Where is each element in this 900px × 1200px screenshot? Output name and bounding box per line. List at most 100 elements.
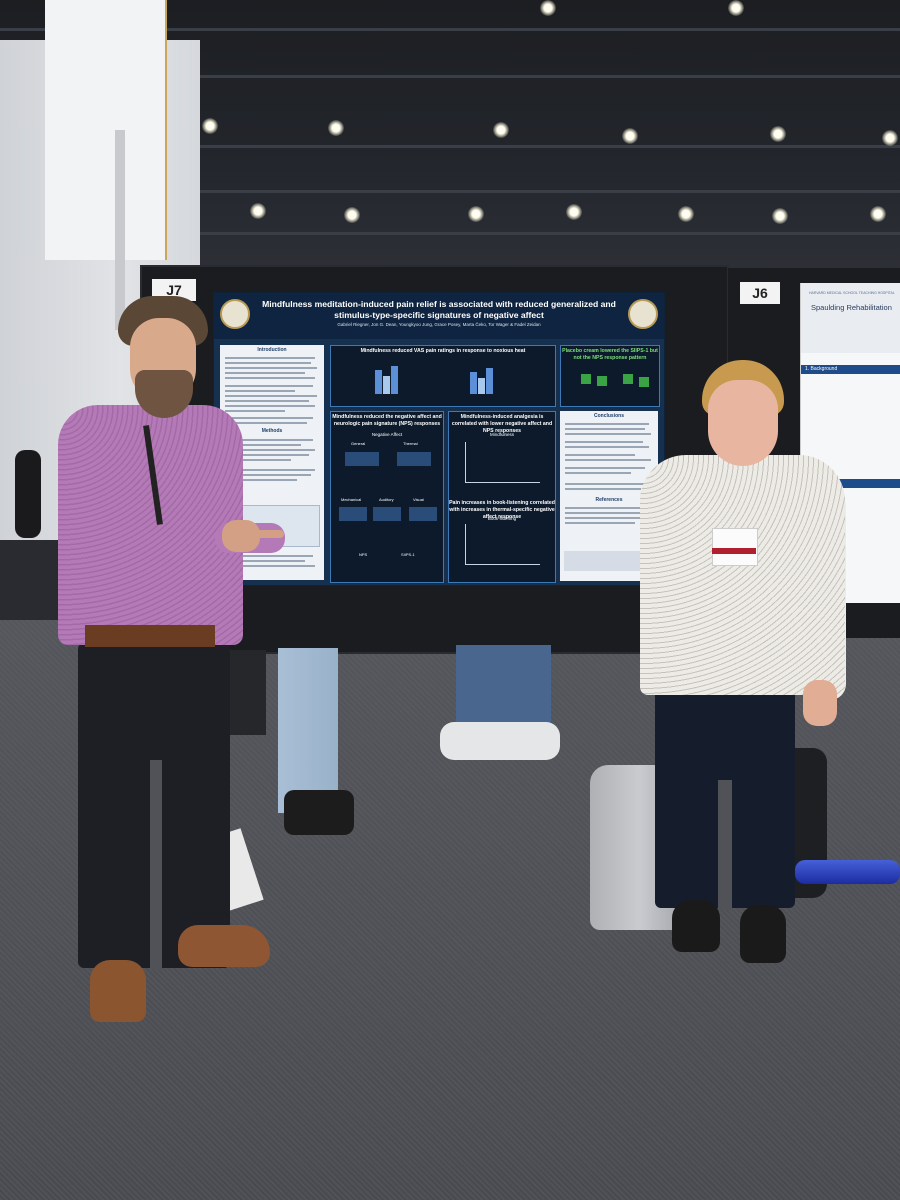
visitor-sneakers — [440, 722, 560, 760]
mini-chart — [373, 507, 401, 521]
chart-bar — [383, 376, 390, 394]
university-seal-icon — [220, 299, 250, 329]
text-line — [225, 367, 317, 369]
text-line — [565, 467, 645, 469]
mini-chart — [345, 452, 379, 466]
text-line — [565, 459, 651, 461]
text-line — [565, 428, 645, 430]
presenter-right-shirt — [640, 455, 845, 695]
badge-stripe — [712, 548, 756, 554]
text-line — [565, 441, 643, 443]
section-heading: Conclusions — [593, 413, 624, 419]
panel-heading: Mindfulness reduced VAS pain ratings in … — [360, 348, 526, 354]
text-line — [225, 400, 309, 402]
board-label: J6 — [740, 282, 780, 304]
subpanel-label: Thermal — [403, 441, 418, 446]
mini-chart — [397, 452, 431, 466]
section-heading: Introduction — [257, 347, 287, 353]
visitor-legs — [456, 645, 551, 725]
section-heading: References — [595, 497, 623, 503]
poster-tube — [795, 860, 900, 884]
text-line — [225, 410, 285, 412]
results-panel-correlation: Mindfulness-induced analgesia is correla… — [448, 411, 556, 583]
ceiling-light — [770, 126, 786, 142]
text-line — [565, 483, 649, 485]
distant-person — [15, 450, 41, 538]
subpanel-label: Auditory — [379, 497, 394, 502]
poster-title: Mindfulness meditation-induced pain reli… — [262, 299, 616, 320]
panel-heading: Mindfulness-induced analgesia is correla… — [451, 414, 553, 434]
ceiling-light — [566, 204, 582, 220]
leg-gap — [718, 780, 732, 910]
subpanel-label: General — [351, 441, 366, 446]
chart-bar — [478, 378, 485, 394]
brown-shoe — [178, 925, 270, 967]
bar-group — [466, 364, 502, 394]
university-seal-icon — [628, 299, 658, 329]
mini-chart — [409, 507, 437, 521]
text-line — [565, 488, 641, 490]
section-heading: 1. Background — [801, 365, 900, 374]
ceiling-light — [540, 0, 556, 16]
text-line — [225, 474, 311, 476]
panel-heading: Mindfulness reduced the negative affect … — [332, 414, 442, 427]
text-line — [225, 417, 313, 419]
hand — [222, 520, 260, 552]
ceiling-light — [622, 128, 638, 144]
subpanel-label: NPS — [359, 552, 368, 557]
scatter-plot — [465, 524, 540, 565]
text-line — [565, 517, 647, 519]
ceiling-light — [344, 207, 360, 223]
ceiling-beam — [0, 232, 900, 235]
text-line — [225, 565, 315, 567]
funding-logos — [564, 551, 654, 571]
leg-gap — [150, 760, 162, 970]
text-line — [565, 522, 635, 524]
poster-header: HARVARD MEDICAL SCHOOL TEACHING HOSPITAL… — [801, 283, 900, 353]
pointing-finger — [254, 530, 284, 538]
text-line — [225, 377, 315, 379]
black-shoe — [672, 900, 720, 952]
black-shoe — [740, 905, 786, 963]
scatter-plot — [465, 442, 540, 483]
chart-box — [623, 374, 633, 384]
subpanel-label: Book-listening — [487, 516, 517, 521]
results-panel-negative-affect: Mindfulness reduced the negative affect … — [330, 411, 444, 583]
text-line — [565, 446, 649, 448]
institution-label: HARVARD MEDICAL SCHOOL TEACHING HOSPITAL — [809, 291, 895, 295]
subpanel-label: Visual — [413, 497, 424, 502]
panel-heading: Pain increases in book-listening correla… — [449, 500, 555, 520]
bar-group — [371, 364, 407, 394]
subpanel-label: Mechanical — [341, 497, 362, 502]
ceiling-light — [468, 206, 484, 222]
text-line — [225, 362, 311, 364]
text-line — [565, 512, 643, 514]
text-line — [225, 357, 315, 359]
ceiling-light — [882, 130, 898, 146]
face — [708, 380, 778, 466]
display-stand-pole — [115, 130, 125, 330]
visitor-legs — [226, 650, 266, 735]
subpanel-label: Negative Affect — [371, 432, 403, 437]
results-panel-vas: Mindfulness reduced VAS pain ratings in … — [330, 345, 556, 407]
results-panel-placebo: Placebo cream lowered the SIIPS-1 but no… — [560, 345, 660, 407]
text-line — [225, 444, 301, 446]
visitor-legs — [278, 648, 338, 813]
brown-shoe — [90, 960, 146, 1022]
text-line — [225, 439, 313, 441]
ceiling-light — [870, 206, 886, 222]
text-line — [565, 423, 649, 425]
text-line — [225, 372, 305, 374]
subpanel-label: SIIPS-1 — [401, 552, 415, 557]
subpanel-label: Mindfulness — [489, 432, 514, 437]
board-label: J7 — [152, 279, 196, 301]
chart-bar — [391, 366, 398, 394]
text-line — [225, 395, 317, 397]
ceiling-beam — [0, 75, 900, 78]
chart-bar — [486, 368, 493, 394]
text-line — [225, 555, 313, 557]
text-line — [225, 390, 295, 392]
text-line — [225, 422, 307, 424]
ceiling-light — [250, 203, 266, 219]
ceiling-light — [678, 206, 694, 222]
